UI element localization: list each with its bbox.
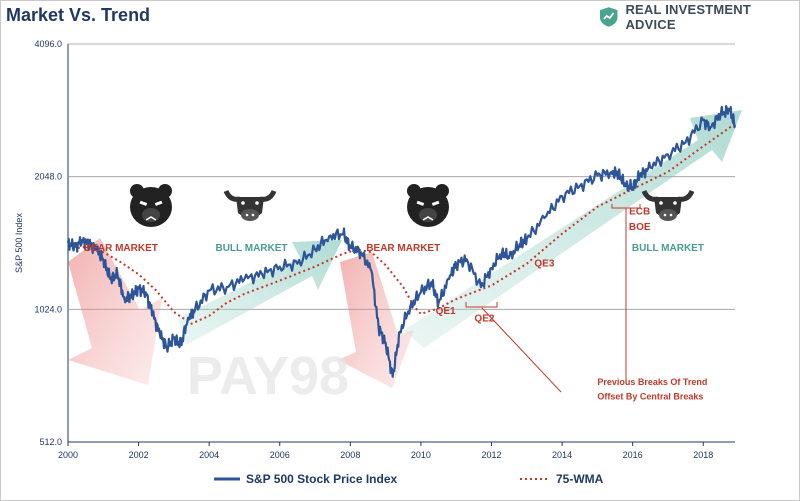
brand-logo: REAL INVESTMENT ADVICE <box>598 2 800 32</box>
annotation-label: BEAR MARKET <box>84 243 158 254</box>
x-tick-label: 2004 <box>199 450 219 460</box>
x-tick-label: 2012 <box>481 450 501 460</box>
x-tick-label: 2006 <box>270 450 290 460</box>
bull-icon <box>223 189 277 221</box>
brand-name: REAL INVESTMENT ADVICE <box>625 2 751 32</box>
price-series-line <box>66 105 737 378</box>
annotation-label: BULL MARKET <box>632 243 704 254</box>
bear-icon <box>407 184 449 227</box>
x-tick-label: 2010 <box>411 450 431 460</box>
shield-icon <box>599 7 618 27</box>
bull-arrow-2 <box>404 110 742 348</box>
annotation-label: QE1 <box>436 306 456 317</box>
solid-line-swatch <box>214 477 240 481</box>
annotation-label: BOE <box>629 222 651 233</box>
qe2-bracket <box>465 302 498 308</box>
x-tick-label: 2000 <box>58 450 78 460</box>
legend-label: S&P 500 Stock Price Index <box>246 472 398 486</box>
chart-title: Market Vs. Trend <box>6 5 151 25</box>
x-tick-label: 2016 <box>623 450 643 460</box>
annotation-label: BEAR MARKET <box>366 243 440 254</box>
legend-label: 75-WMA <box>556 472 604 486</box>
chart-area: PAY98 4096.0 2048.0 1024.0 512.0 2000 2002 200… <box>14 39 742 460</box>
annotation-label: QE2 <box>474 314 494 325</box>
bear-arrow-1 <box>68 238 162 385</box>
gridlines <box>68 43 735 310</box>
legend-item-price: S&P 500 Stock Price Index <box>214 472 397 486</box>
annotation-label: Offset By Central Breaks <box>597 391 703 401</box>
y-axis-label: S&P 500 Index <box>14 213 24 273</box>
x-tick-label: 2018 <box>693 450 713 460</box>
bull-icon <box>641 189 695 221</box>
y-tick-label: 512.0 <box>39 437 62 447</box>
annotation-label: Previous Breaks Of Trend <box>597 377 707 387</box>
y-tick-label: 1024.0 <box>34 304 62 314</box>
x-tick-label: 2008 <box>340 450 360 460</box>
annotations: BEAR MARKET BULL MARKET BEAR MARKET BULL MA… <box>84 207 707 402</box>
y-tick-label: 2048.0 <box>34 172 62 182</box>
callout-lines <box>465 204 641 393</box>
bear-arrow-2 <box>338 252 414 388</box>
annotation-label: ECB <box>629 207 650 218</box>
bull-arrow-1 <box>178 240 342 345</box>
watermark: PAY98 <box>187 346 349 406</box>
x-tick-label: 2014 <box>552 450 572 460</box>
legend-item-wma: 75-WMA <box>520 472 603 486</box>
x-tick-label: 2002 <box>129 450 149 460</box>
annotation-label: BULL MARKET <box>215 243 287 254</box>
bear-icon <box>130 184 172 227</box>
wma-series-line <box>67 122 736 325</box>
axis-ticks: 4096.0 2048.0 1024.0 512.0 2000 2002 2004 2006 2… <box>34 39 713 460</box>
annotation-label: QE3 <box>534 259 554 270</box>
dotted-line-swatch <box>520 478 550 480</box>
y-tick-label: 4096.0 <box>34 39 62 49</box>
legend: S&P 500 Stock Price Index 75-WMA <box>0 472 800 492</box>
qe2-callout-line <box>481 307 562 393</box>
